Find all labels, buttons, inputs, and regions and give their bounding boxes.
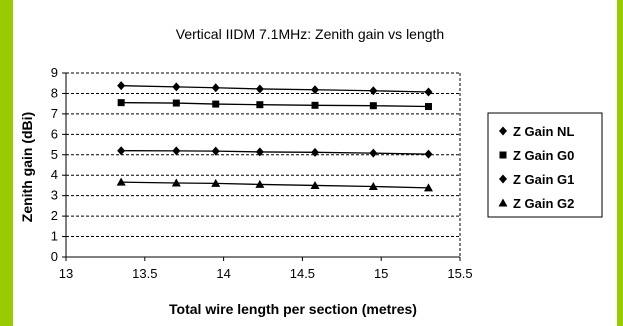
data-point-z-gain-g1-6 <box>424 149 433 159</box>
legend-marker-z-gain-g2 <box>498 198 508 207</box>
legend-marker-z-gain-nl <box>499 126 507 136</box>
x-tick-label-3: 14.5 <box>290 266 315 281</box>
series-line-z-gain-g1 <box>121 150 429 155</box>
y-tick-label-4: 4 <box>51 167 58 182</box>
legend-label-z-gain-g1: Z Gain G1 <box>513 172 574 187</box>
data-point-z-gain-nl-3 <box>255 84 264 94</box>
legend-label-z-gain-g2: Z Gain G2 <box>513 196 574 211</box>
chart-title: Vertical IIDM 7.1MHz: Zenith gain vs len… <box>176 26 444 42</box>
y-tick-label-8: 8 <box>51 85 58 100</box>
y-tick-label-5: 5 <box>51 147 58 162</box>
chart-frame: Vertical IIDM 7.1MHz: Zenith gain vs len… <box>13 0 617 326</box>
x-tick-label-0: 13 <box>59 266 73 281</box>
data-point-z-gain-g1-3 <box>255 147 264 157</box>
data-point-z-gain-g0-3 <box>256 101 264 109</box>
data-point-z-gain-g0-0 <box>117 99 125 107</box>
data-point-z-gain-g0-1 <box>172 99 180 107</box>
data-point-z-gain-nl-2 <box>211 83 220 93</box>
data-point-z-gain-g2-3 <box>255 179 265 188</box>
data-point-z-gain-nl-0 <box>117 81 126 91</box>
data-point-z-gain-g2-5 <box>368 181 378 190</box>
data-point-z-gain-nl-4 <box>311 85 320 95</box>
series-line-z-gain-g0 <box>121 101 429 108</box>
y-tick-label-9: 9 <box>51 65 58 80</box>
data-point-z-gain-g2-4 <box>310 180 320 189</box>
data-point-z-gain-g1-2 <box>211 146 220 156</box>
y-tick-label-7: 7 <box>51 106 58 121</box>
chart-svg: Vertical IIDM 7.1MHz: Zenith gain vs len… <box>19 26 603 317</box>
data-point-z-gain-g2-1 <box>171 178 181 187</box>
data-point-z-gain-g0-5 <box>369 102 377 110</box>
x-axis-title: Total wire length per section (metres) <box>169 301 417 317</box>
x-tick-label-5: 15.5 <box>447 266 472 281</box>
data-point-z-gain-g0-2 <box>212 100 220 108</box>
series-line-z-gain-nl <box>121 85 429 93</box>
legend-label-z-gain-g0: Z Gain G0 <box>513 148 574 163</box>
x-tick-label-1: 13.5 <box>132 266 157 281</box>
y-tick-label-6: 6 <box>51 126 58 141</box>
legend-marker-z-gain-g0 <box>499 151 507 159</box>
data-point-z-gain-nl-1 <box>172 82 181 92</box>
legend: Z Gain NL Z Gain G0 Z Gain G1 Z Gain G2 <box>487 112 603 218</box>
data-point-z-gain-nl-5 <box>369 86 378 96</box>
y-tick-label-1: 1 <box>51 229 58 244</box>
data-point-z-gain-g1-0 <box>117 146 126 156</box>
legend-box <box>487 112 603 218</box>
x-tick-label-4: 15 <box>374 266 388 281</box>
data-point-z-gain-g0-6 <box>424 103 432 111</box>
y-axis-title: Zenith gain (dBi) <box>19 112 35 222</box>
data-point-z-gain-nl-6 <box>424 87 433 97</box>
plot-area: 0 1 2 3 4 5 6 7 8 9 13 13.5 14 14.5 15 15.5 <box>51 65 473 281</box>
series-line-z-gain-g2 <box>121 181 429 189</box>
data-point-z-gain-g2-2 <box>211 178 221 187</box>
y-tick-label-0: 0 <box>51 249 58 264</box>
data-point-z-gain-g1-4 <box>311 147 320 157</box>
legend-marker-z-gain-g1 <box>499 174 507 184</box>
y-tick-label-2: 2 <box>51 208 58 223</box>
data-point-z-gain-g1-1 <box>172 146 181 156</box>
data-point-z-gain-g2-0 <box>116 177 126 186</box>
y-tick-label-3: 3 <box>51 188 58 203</box>
legend-label-z-gain-nl: Z Gain NL <box>513 124 574 139</box>
data-point-z-gain-g1-5 <box>369 148 378 158</box>
x-tick-label-2: 14 <box>216 266 230 281</box>
data-point-z-gain-g0-4 <box>311 101 319 109</box>
data-point-z-gain-g2-6 <box>423 183 433 192</box>
